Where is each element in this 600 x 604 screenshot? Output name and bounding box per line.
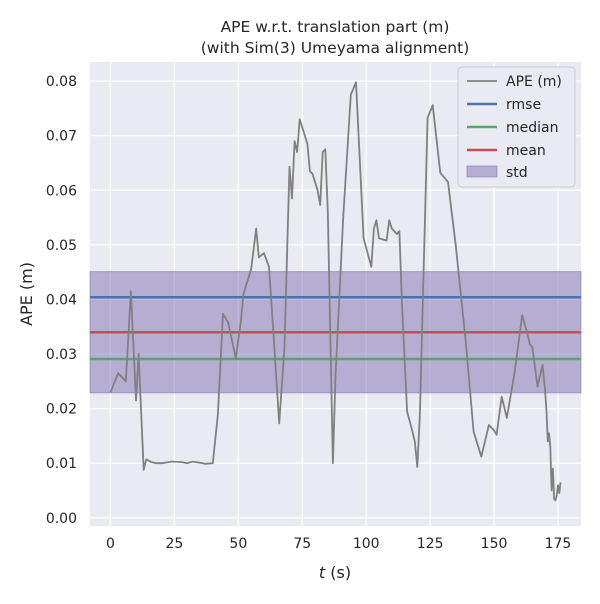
y-tick-label: 0.05 (46, 238, 77, 254)
x-tick-label: 175 (545, 536, 572, 552)
legend-label-rmse: rmse (506, 97, 541, 113)
x-tick-label: 100 (353, 536, 380, 552)
legend-label-median: median (506, 120, 558, 136)
y-tick-label: 0.04 (46, 292, 77, 308)
y-tick-label: 0.02 (46, 402, 77, 418)
x-tick-label: 50 (229, 536, 247, 552)
legend: APE (m) rmse median mean std (457, 66, 576, 188)
y-tick-label: 0.06 (46, 183, 77, 199)
x-axis-label: t (s) (319, 563, 351, 582)
x-tick-label: 25 (165, 536, 183, 552)
x-tick-label: 125 (417, 536, 444, 552)
y-tick-label: 0.01 (46, 456, 77, 472)
legend-swatch-std (466, 165, 498, 178)
chart-title-line-2: (with Sim(3) Umeyama alignment) (201, 39, 470, 57)
y-tick-label: 0.00 (46, 511, 77, 527)
x-axis-label-unit: (s) (325, 563, 351, 582)
x-tick-label: 0 (106, 536, 115, 552)
legend-label-mean: mean (506, 143, 546, 159)
y-tick-label: 0.07 (46, 129, 77, 145)
x-tick-labels: 0 25 50 75 100 125 150 175 (106, 536, 571, 552)
y-tick-labels: 0.00 0.01 0.02 0.03 0.04 0.05 0.06 0.07 0.08 (46, 74, 77, 527)
y-axis-label: APE (m) (17, 262, 36, 326)
ape-series-line (109, 81, 562, 502)
legend-label-ape: APE (m) (506, 74, 562, 90)
y-tick-label: 0.08 (46, 74, 77, 90)
y-tick-label: 0.03 (46, 347, 77, 363)
legend-box (457, 66, 576, 188)
x-tick-label: 75 (293, 536, 311, 552)
x-tick-label: 150 (481, 536, 508, 552)
x-axis-label-var: t (319, 563, 326, 582)
legend-label-std: std (506, 165, 528, 181)
chart-title-line-1: APE w.r.t. translation part (m) (221, 18, 450, 36)
